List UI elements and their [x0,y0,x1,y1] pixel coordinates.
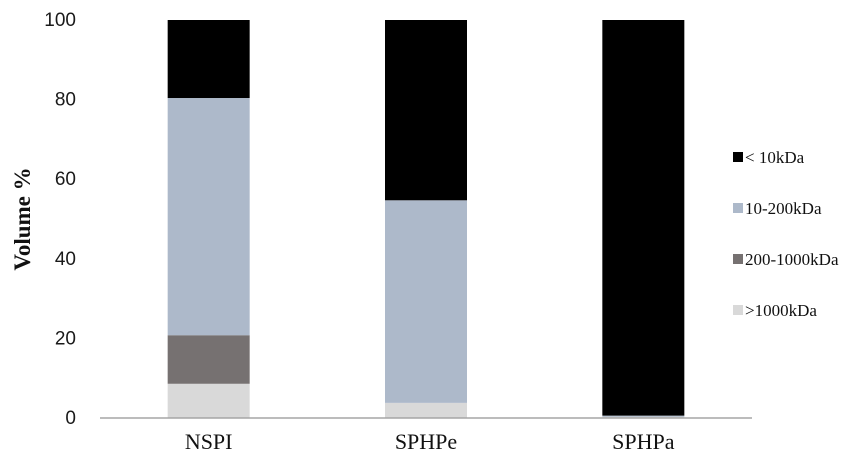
legend-swatch [733,152,743,162]
y-axis-ticks: 0 20 40 60 80 100 [44,10,76,429]
legend-swatch [733,254,743,264]
y-tick-label: 0 [65,408,76,429]
bar-segment [168,335,250,384]
legend-swatch [733,305,743,315]
bars [168,20,685,418]
legend-label: < 10kDa [745,148,805,167]
bar-segment [602,20,684,416]
legend-label: 10-200kDa [745,199,822,218]
bar-segment [168,384,250,418]
y-tick-label: 100 [44,10,76,31]
legend-swatch [733,203,743,213]
bar-segment [385,200,467,403]
bar-segment [385,403,467,418]
legend: < 10kDa 10-200kDa 200-1000kDa >1000kDa [733,148,839,320]
x-tick-label: NSPI [185,429,233,454]
y-tick-label: 80 [55,90,76,111]
x-tick-label: SPHPe [395,429,457,454]
y-tick-label: 20 [55,328,76,349]
y-tick-label: 40 [55,249,76,270]
x-tick-label: SPHPa [612,429,675,454]
legend-label: >1000kDa [745,301,817,320]
bar-segment [168,98,250,335]
x-axis-labels: NSPI SPHPe SPHPa [185,429,675,454]
bar-segment [385,20,467,200]
y-tick-label: 60 [55,169,76,190]
y-axis-title: Volume % [10,167,35,270]
bar-segment [168,20,250,98]
legend-label: 200-1000kDa [745,250,839,269]
bar-segment [602,416,684,417]
